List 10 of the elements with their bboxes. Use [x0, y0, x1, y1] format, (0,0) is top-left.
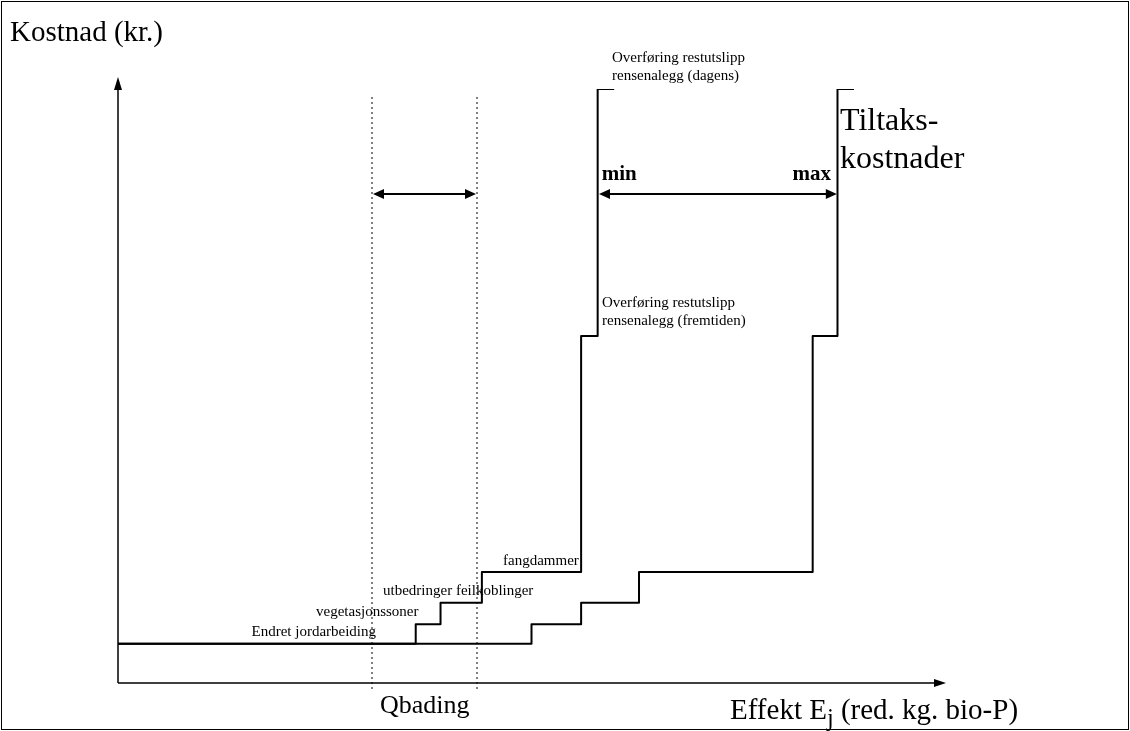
annotation: fangdammer — [503, 551, 579, 569]
annotation: Overføring restutslipp rensenalegg (fremtiden) — [602, 293, 746, 329]
y-axis-title: Kostnad (kr.) — [10, 14, 164, 49]
text: Overføring restutslipp rensenalegg (dagens) — [612, 48, 745, 84]
annotation: Endret jordarbeiding — [251, 622, 377, 640]
text: Qbading — [380, 689, 470, 721]
annotation: vegetasjonssoner — [316, 602, 419, 620]
annotation: Tiltaks- kostnader — [840, 100, 965, 177]
series-label: min — [601, 161, 637, 187]
series-label: max — [792, 161, 831, 187]
